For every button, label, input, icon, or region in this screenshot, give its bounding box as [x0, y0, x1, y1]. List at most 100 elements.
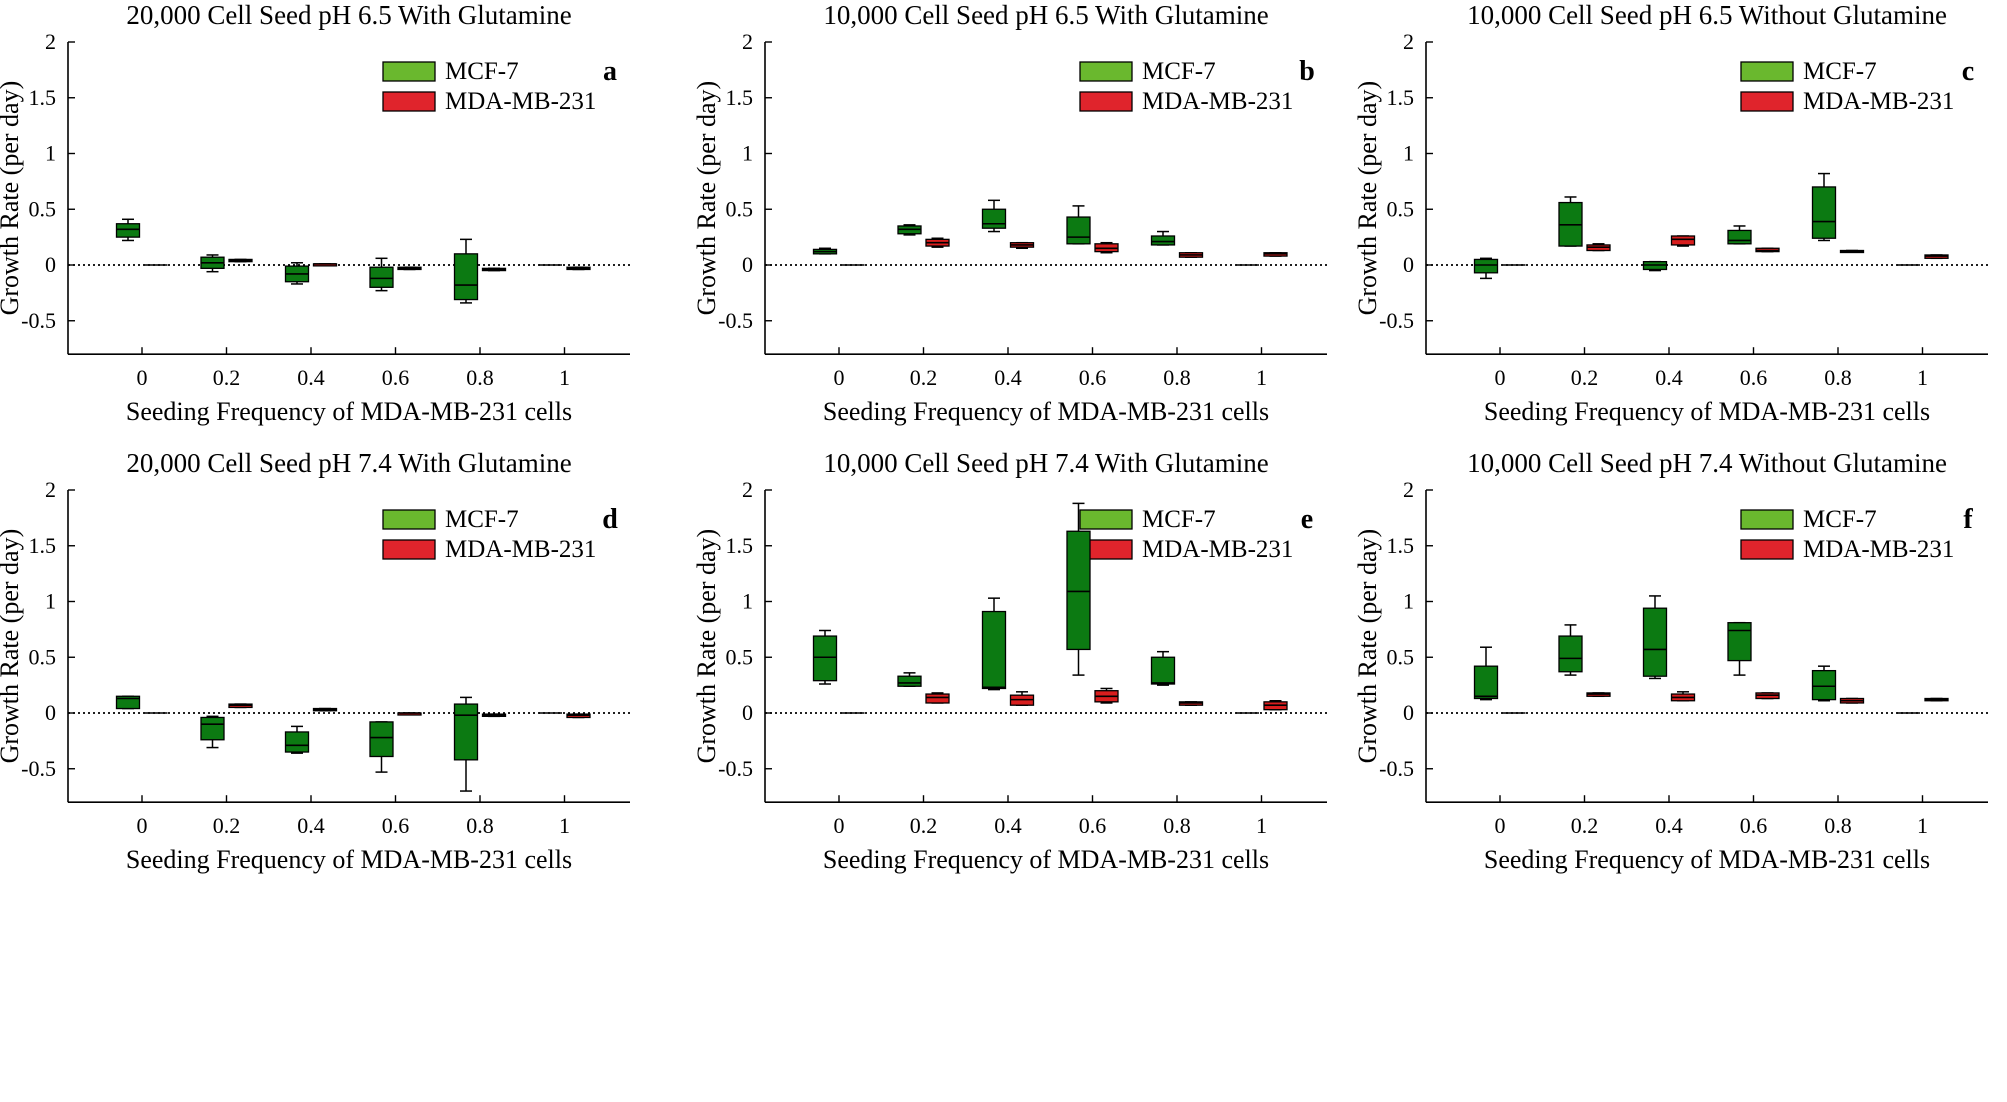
x-tick-label: 0.6: [1740, 365, 1768, 390]
x-tick-label: 0: [137, 813, 148, 838]
box-mda-2: [312, 263, 338, 267]
panel-letter: c: [1962, 56, 1974, 87]
x-tick-label: 0: [1495, 365, 1506, 390]
box-body-mcf7: [1473, 258, 1499, 274]
legend-label-mda: MDA-MB-231: [1803, 88, 1954, 115]
legend-swatch-mda: [1740, 91, 1794, 112]
legend-swatch-mda: [1079, 91, 1133, 112]
box-mcf7-3: [369, 721, 394, 773]
box-mcf7-2: [981, 597, 1007, 691]
box-mcf7-1: [897, 224, 922, 236]
box-mda-4: [1839, 697, 1865, 704]
box-mcf7-4: [1150, 230, 1176, 246]
y-tick-label: 1: [45, 141, 56, 166]
x-tick-label: 1: [559, 365, 570, 390]
y-tick-label: 0.5: [726, 196, 754, 221]
y-axis-label: Growth Rate (per day): [0, 529, 24, 764]
y-tick-label: 0.5: [1387, 196, 1415, 221]
y-tick-label: 2: [45, 477, 56, 502]
legend-label-mcf7: MCF-7: [1803, 58, 1877, 85]
box-body-mcf7: [981, 208, 1007, 229]
y-tick-label: -0.5: [1379, 308, 1414, 333]
y-tick-label: 0: [1403, 252, 1414, 277]
box-mda-2: [1009, 241, 1035, 250]
y-tick-label: 1.5: [29, 533, 57, 558]
chart-panel-a: 2 1.5 1 0.5 0 -0.5 0 0.2 0.4 0.6 0.8 1 20,000 Cell S…: [0, 0, 630, 426]
x-axis-label: Seeding Frequency of MDA-MB-231 cells: [823, 397, 1269, 426]
box-mda-3: [1755, 247, 1780, 253]
box-mda-1: [1586, 692, 1611, 698]
box-body-mcf7: [981, 610, 1007, 690]
x-tick-label: 0.8: [466, 813, 494, 838]
y-tick-label: 0: [742, 252, 753, 277]
x-tick-label: 0.6: [1740, 813, 1768, 838]
box-body-mda: [925, 693, 950, 704]
box-mda-1: [228, 703, 253, 709]
box-mda-1: [925, 237, 950, 248]
box-body-mcf7: [453, 253, 479, 301]
y-tick-label: 1: [1403, 589, 1414, 614]
chart-title: 20,000 Cell Seed pH 6.5 With Glutamine: [126, 0, 571, 30]
box-body-mcf7: [284, 731, 310, 753]
legend-label-mda: MDA-MB-231: [1142, 88, 1293, 115]
box-body-mda: [1670, 235, 1696, 246]
y-tick-label: 0: [1403, 700, 1414, 725]
box-body-mcf7: [200, 716, 225, 741]
x-tick-label: 1: [1917, 365, 1928, 390]
x-tick-label: 1: [559, 813, 570, 838]
box-body-mcf7: [1811, 669, 1837, 701]
y-tick-label: 0.5: [29, 644, 57, 669]
box-mcf7-3: [1727, 621, 1752, 676]
box-body-mcf7: [453, 703, 479, 761]
legend-swatch-mcf7: [1740, 61, 1794, 82]
x-tick-label: 0.4: [1655, 813, 1683, 838]
chart-panel-e: 2 1.5 1 0.5 0 -0.5 0 0.2 0.4 0.6 0.8 1 10,000 Cell S…: [692, 448, 1327, 874]
y-tick-label: 1.5: [29, 85, 57, 110]
box-body-mcf7: [897, 675, 922, 687]
box-body-mcf7: [1811, 186, 1837, 239]
box-mda-4: [1839, 249, 1865, 254]
legend-swatch-mcf7: [1079, 509, 1133, 530]
box-body-mcf7: [1150, 235, 1176, 246]
box-mcf7-0: [115, 695, 141, 710]
x-tick-label: 0: [137, 365, 148, 390]
y-axis-label: Growth Rate (per day): [1353, 81, 1382, 316]
x-tick-label: 0.6: [1079, 813, 1107, 838]
y-tick-label: 1: [45, 589, 56, 614]
box-mda-4: [1178, 701, 1204, 706]
chart-panel-d: 2 1.5 1 0.5 0 -0.5 0 0.2 0.4 0.6 0.8 1 20,000 Cell S…: [0, 448, 630, 874]
box-mda-1: [925, 692, 950, 704]
box-mda-3: [397, 266, 422, 271]
box-body-mcf7: [369, 721, 394, 758]
y-tick-label: -0.5: [21, 756, 56, 781]
box-mcf7-3: [1066, 502, 1091, 676]
box-mcf7-4: [1811, 665, 1837, 702]
x-tick-label: 0.8: [1824, 365, 1852, 390]
box-body-mcf7: [1727, 229, 1752, 245]
box-mcf7-2: [1642, 260, 1668, 272]
x-tick-label: 0.4: [994, 813, 1022, 838]
chart-panel-b: 2 1.5 1 0.5 0 -0.5 0 0.2 0.4 0.6 0.8 1 10,000 Cell S…: [692, 0, 1327, 426]
box-mcf7-0: [812, 629, 838, 685]
box-body-mcf7: [369, 266, 394, 288]
legend-swatch-mcf7: [1740, 509, 1794, 530]
box-mda-5: [566, 266, 591, 271]
y-tick-label: 2: [742, 29, 753, 54]
y-tick-label: 1.5: [1387, 85, 1415, 110]
box-mcf7-4: [1150, 650, 1176, 686]
box-mcf7-1: [200, 715, 225, 749]
x-tick-label: 0.4: [994, 365, 1022, 390]
chart-title: 10,000 Cell Seed pH 7.4 Without Glutamin…: [1467, 448, 1947, 478]
panel-letter: d: [602, 504, 618, 535]
x-tick-label: 0.6: [1079, 365, 1107, 390]
y-axis-label: Growth Rate (per day): [0, 81, 24, 316]
x-tick-label: 0.8: [466, 365, 494, 390]
box-mda-5: [1263, 251, 1288, 257]
box-mda-5: [1263, 699, 1288, 711]
x-tick-label: 0.4: [297, 365, 325, 390]
box-body-mcf7: [812, 635, 838, 682]
x-tick-label: 0.8: [1163, 813, 1191, 838]
box-mcf7-0: [1473, 257, 1499, 280]
legend-swatch-mda: [382, 91, 436, 112]
y-tick-label: 1: [742, 141, 753, 166]
